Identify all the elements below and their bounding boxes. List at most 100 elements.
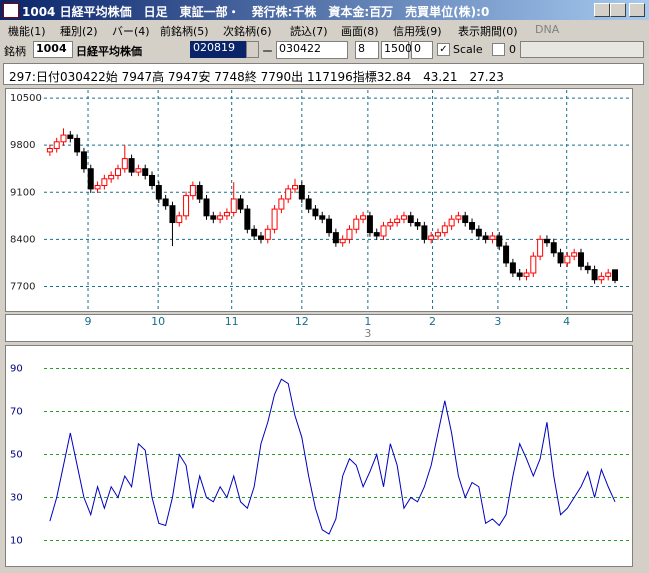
candle-body: [60, 134, 67, 143]
candle-body: [121, 158, 128, 170]
candle-body: [373, 232, 380, 237]
scale-label: Scale: [453, 43, 483, 56]
candle-body: [217, 215, 224, 220]
candle-body: [584, 265, 591, 271]
menu-bar: 機能(1) 種別(2) バー(4) 前銘柄(5) 次銘柄(6) 読込(7) 画面(8) 信用残…: [0, 21, 649, 38]
candle-body: [162, 198, 169, 207]
candle-body: [496, 235, 503, 247]
to-date-combo[interactable]: 030422: [276, 41, 348, 59]
y-tick-label: 8400: [10, 234, 35, 245]
label: 銘柄: [4, 45, 26, 58]
spinner[interactable]: [246, 41, 259, 58]
maximize-button[interactable]: [610, 3, 626, 17]
candle-body: [612, 269, 619, 281]
candle-body: [67, 134, 74, 139]
menu-item[interactable]: 表示期間(0): [458, 25, 518, 38]
candle-body: [434, 232, 441, 237]
from-date-field[interactable]: 020819: [190, 41, 246, 58]
date-strip: [5, 314, 633, 342]
candle-body: [149, 174, 156, 187]
candle-body: [530, 255, 537, 274]
candle-body: [503, 245, 510, 264]
y-tick-label: 10500: [10, 93, 42, 104]
x-tick-label: 9: [85, 315, 92, 328]
candle-body: [94, 185, 101, 190]
candle-body: [183, 195, 190, 217]
menu-item[interactable]: 信用残(9): [393, 25, 442, 38]
candle-body: [557, 252, 564, 264]
candle-body: [577, 252, 584, 267]
y-tick-label: 9100: [10, 187, 35, 198]
candle-body: [489, 235, 496, 240]
candle-body: [285, 188, 292, 200]
menu-item[interactable]: 次銘柄(6): [223, 25, 272, 38]
candle-body: [230, 198, 237, 213]
candle-body: [319, 215, 326, 220]
candle-body: [537, 238, 544, 257]
scale-checkbox[interactable]: ✓: [437, 43, 450, 56]
candle-body: [87, 168, 94, 190]
minimize-button[interactable]: [594, 3, 610, 17]
candle-body: [400, 215, 407, 220]
dash: ー: [262, 45, 273, 58]
candle-body: [469, 222, 476, 230]
offset-field[interactable]: 0: [411, 41, 433, 59]
candle-body: [462, 215, 469, 224]
candle-body: [509, 262, 516, 274]
candle-body: [414, 222, 421, 227]
candle-body: [53, 141, 60, 150]
candle-body: [271, 208, 278, 230]
candle-body: [196, 185, 203, 200]
menu-item[interactable]: 画面(8): [341, 25, 379, 38]
x-tick-label: 4: [563, 315, 570, 328]
menu-item[interactable]: 種別(2): [60, 25, 98, 38]
y-tick-label: 90: [10, 364, 23, 375]
candle-body: [257, 235, 264, 240]
candle-body: [135, 168, 142, 173]
menu-item[interactable]: 機能(1): [8, 25, 46, 38]
candle-body: [428, 235, 435, 240]
candle-body: [244, 208, 251, 230]
count-field[interactable]: 1500: [381, 41, 412, 59]
candle-body: [332, 232, 339, 244]
span-field[interactable]: 8: [355, 41, 379, 59]
candle-body: [251, 228, 258, 237]
menu-item[interactable]: 前銘柄(5): [160, 25, 209, 38]
candle-body: [455, 215, 462, 220]
y-tick-label: 30: [10, 493, 23, 504]
x-tick-label: 2: [429, 315, 436, 328]
candle-body: [305, 198, 312, 210]
close-button[interactable]: [629, 3, 645, 17]
candle-body: [108, 174, 115, 180]
menu-item[interactable]: 読込(7): [290, 25, 328, 38]
scrollbar[interactable]: [520, 41, 644, 58]
candle-body: [598, 275, 605, 281]
candle-body: [387, 222, 394, 227]
candle-body: [591, 269, 598, 281]
candle-body: [101, 178, 108, 187]
candle-body: [353, 218, 360, 230]
title-bar: 1004 日経平均株価 日足 東証一部・ 発行株:千株 資本金:百万 売買単位(…: [0, 0, 649, 20]
y-tick-label: 70: [10, 407, 23, 418]
candle-body: [203, 198, 210, 217]
y-tick-label: 7700: [10, 281, 35, 292]
candle-body: [169, 205, 176, 224]
candle-body: [312, 208, 319, 217]
candle-body: [189, 185, 196, 197]
menu-item[interactable]: バー(4): [112, 25, 150, 38]
candle-body: [441, 225, 448, 234]
code-field[interactable]: 1004: [33, 41, 73, 58]
candle-body: [482, 235, 489, 240]
checkbox[interactable]: [492, 43, 505, 56]
app-icon: [3, 3, 19, 18]
candle-body: [298, 185, 305, 200]
candle-body: [394, 218, 401, 224]
candle-body: [292, 185, 299, 190]
x-tick-label: 10: [151, 315, 165, 328]
menu-item[interactable]: DNA: [535, 23, 560, 36]
indicator-panel: [5, 345, 633, 567]
candle-body: [339, 238, 346, 244]
candle-body: [155, 185, 162, 200]
candle-body: [176, 215, 183, 224]
